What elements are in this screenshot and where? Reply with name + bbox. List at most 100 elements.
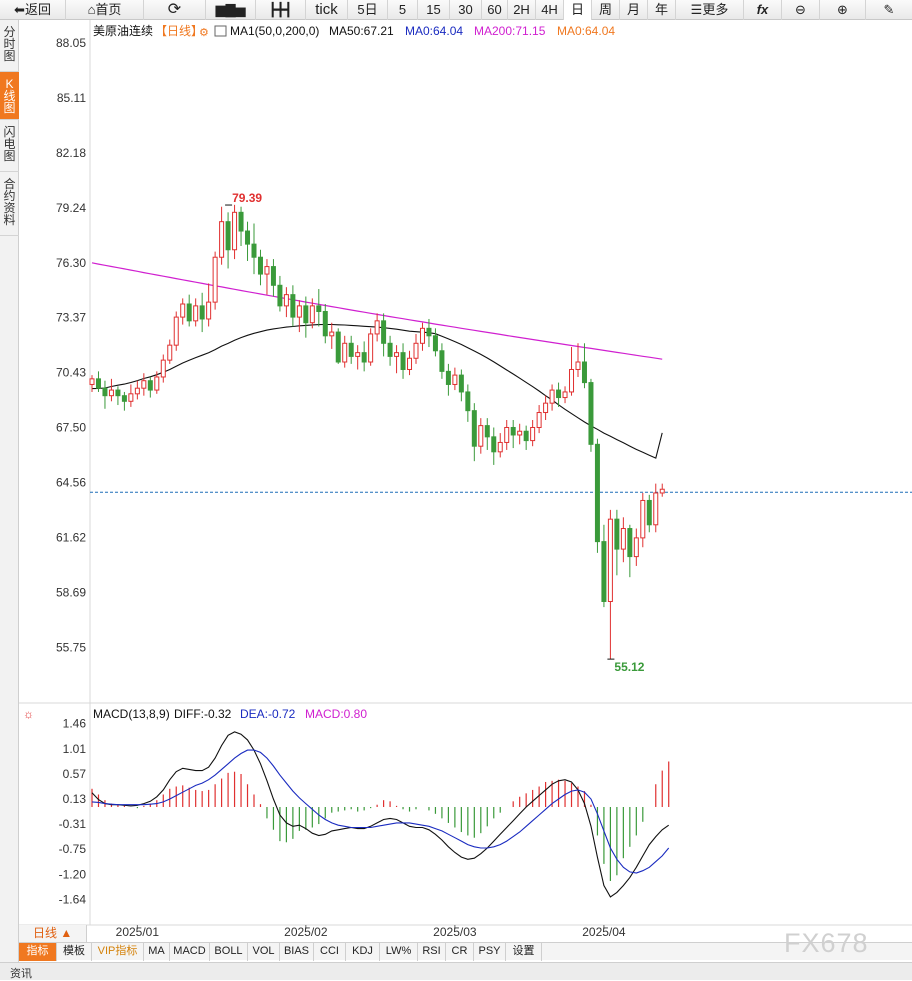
period-4h[interactable]: 4H xyxy=(536,0,564,20)
period-month[interactable]: 月 xyxy=(620,0,648,20)
sidebar-item-timeshare[interactable]: 分时图 xyxy=(0,20,19,72)
back-button[interactable]: ⬅返回 xyxy=(0,0,66,20)
candle-body xyxy=(491,436,497,453)
candle-body xyxy=(264,266,270,275)
status-news[interactable]: 资讯 xyxy=(10,968,32,980)
zoom-out-button[interactable]: ⊖ xyxy=(782,0,820,20)
candle-body xyxy=(89,378,95,385)
formula-button[interactable]: fx xyxy=(744,0,782,20)
candle-body xyxy=(134,387,140,395)
candle-body xyxy=(355,352,361,357)
candle-body xyxy=(225,221,231,251)
candle-body xyxy=(478,425,484,447)
macd-tick-label: 0.57 xyxy=(63,767,87,781)
view-sidebar: 分时图 K线图 闪电图 合约资料 xyxy=(0,20,19,980)
price-tick-label: 61.62 xyxy=(56,531,86,545)
indicator-tab[interactable]: VIP指标 xyxy=(92,943,144,961)
candle-body xyxy=(199,305,205,320)
macd-dea-line xyxy=(91,749,670,874)
indicator-tab[interactable]: PSY xyxy=(474,943,506,961)
candle-body xyxy=(432,335,438,352)
candle-body xyxy=(108,389,114,397)
indicator-tab[interactable]: LW% xyxy=(380,943,418,961)
period-tag[interactable]: 日线 ▲ xyxy=(19,925,87,942)
refresh-button[interactable]: ⟳ xyxy=(144,0,206,20)
x-tick-label: 2025/04 xyxy=(582,925,626,939)
candle-body xyxy=(277,284,283,307)
period-30m[interactable]: 30 xyxy=(450,0,482,20)
more-button[interactable]: ☰更多 xyxy=(676,0,744,20)
period-year[interactable]: 年 xyxy=(648,0,676,20)
indicator-tab[interactable]: CCI xyxy=(314,943,346,961)
candle-body xyxy=(465,391,471,412)
indicator-tab[interactable]: VOL xyxy=(248,943,280,961)
period-15m[interactable]: 15 xyxy=(418,0,450,20)
macd-legend-macd: MACD:0.80 xyxy=(305,707,367,721)
candle-body xyxy=(121,395,127,402)
candle-body xyxy=(439,350,445,372)
macd-tick-label: -1.64 xyxy=(59,893,87,907)
candle-body xyxy=(536,412,542,428)
candle-body xyxy=(160,359,166,378)
x-tick-label: 2025/01 xyxy=(116,925,160,939)
macd-diff-line xyxy=(91,731,670,898)
zoom-in-icon: ⊕ xyxy=(837,2,848,17)
indicator-tab[interactable]: RSI xyxy=(418,943,446,961)
candle-body xyxy=(342,342,348,363)
status-bar: 资讯 xyxy=(0,962,912,980)
indicator-tab[interactable]: CR xyxy=(446,943,474,961)
candle-body xyxy=(154,376,160,391)
candle-body xyxy=(95,378,101,389)
macd-tick-label: -0.31 xyxy=(59,817,87,831)
candle-body xyxy=(471,410,477,447)
candle-body xyxy=(167,344,173,361)
indicator-toggle-icon[interactable] xyxy=(214,25,227,37)
indicator-tab[interactable]: KDJ xyxy=(346,943,380,961)
candle-type-button[interactable]: ┣╋┫ xyxy=(256,0,306,20)
indicator-tab[interactable]: 模板 xyxy=(57,943,92,961)
candle-body xyxy=(316,305,322,312)
period-2h[interactable]: 2H xyxy=(508,0,536,20)
candle-body xyxy=(115,389,121,397)
price-tick-label: 67.50 xyxy=(56,420,86,434)
indicator-tab[interactable]: MACD xyxy=(170,943,210,961)
price-tick-label: 88.05 xyxy=(56,36,86,50)
candle-body xyxy=(335,331,341,363)
macd-settings-icon[interactable]: ☼ xyxy=(23,707,34,721)
home-button[interactable]: ⌂首页 xyxy=(66,0,144,20)
candle-body xyxy=(445,370,451,385)
indicator-tab[interactable]: 指标 xyxy=(19,943,57,961)
candle-body xyxy=(407,357,413,370)
sidebar-item-lightning[interactable]: 闪电图 xyxy=(0,120,19,172)
indicator-tab[interactable]: BOLL xyxy=(210,943,248,961)
period-week[interactable]: 周 xyxy=(592,0,620,20)
indicator-tab[interactable]: 设置 xyxy=(506,943,542,961)
zoom-in-button[interactable]: ⊕ xyxy=(820,0,866,20)
indicator-tab[interactable]: BIAS xyxy=(280,943,314,961)
candle-body xyxy=(543,402,549,414)
period-tick[interactable]: tick xyxy=(306,0,348,20)
legend-period[interactable]: 【日线】 xyxy=(155,24,203,38)
kline-chart[interactable]: 79.39 55.12 88.05 85.11 82.18 79.24 76.30 73.3… xyxy=(0,0,912,942)
period-5day[interactable]: 5日 xyxy=(348,0,388,20)
low-annotation: 55.12 xyxy=(614,660,644,674)
settings-gear-icon[interactable]: ⚙ xyxy=(199,27,209,39)
sidebar-item-contract-info[interactable]: 合约资料 xyxy=(0,172,19,236)
candle-body xyxy=(640,499,646,539)
price-tick-label: 79.24 xyxy=(56,201,86,215)
candle-body xyxy=(530,426,536,442)
axes: 88.05 85.11 82.18 79.24 76.30 73.37 70.43 67.50… xyxy=(56,36,626,939)
candle-body xyxy=(484,425,490,438)
period-5m[interactable]: 5 xyxy=(388,0,418,20)
indicator-tab[interactable]: MA xyxy=(144,943,170,961)
candle-body xyxy=(387,342,393,357)
draw-button[interactable]: ✎ xyxy=(866,0,912,20)
candle-body xyxy=(452,374,458,385)
candle-body xyxy=(212,256,218,303)
sidebar-item-kline[interactable]: K线图 xyxy=(0,72,19,120)
price-tick-label: 73.37 xyxy=(56,311,86,325)
period-60m[interactable]: 60 xyxy=(482,0,508,20)
period-day[interactable]: 日 xyxy=(564,0,592,20)
chart-type-button[interactable]: ▆▇▅ xyxy=(206,0,256,20)
candle-body xyxy=(238,211,244,232)
